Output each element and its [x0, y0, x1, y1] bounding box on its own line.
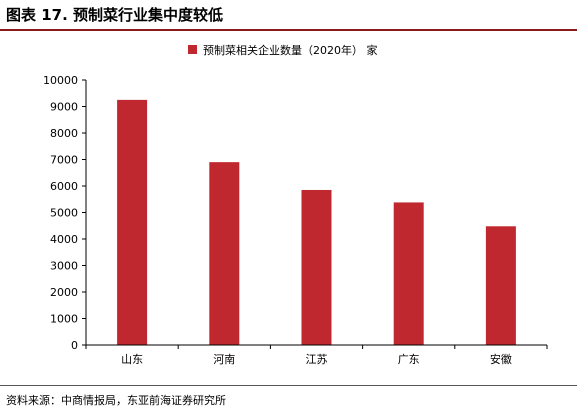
bar: [301, 189, 332, 345]
bar-chart: 预制菜相关企业数量（2020年） 家 0 1000 2000 3000 4000 5000…: [43, 43, 548, 366]
chart-legend: 预制菜相关企业数量（2020年） 家: [188, 43, 378, 57]
bar: [209, 162, 240, 345]
y-axis: 0 1000 2000 3000 4000 5000 6000 7000 8000 9000 100…: [43, 74, 87, 352]
y-tick-label: 9000: [50, 101, 78, 114]
footer-rule: [0, 385, 577, 386]
y-tick-label: 7000: [50, 154, 78, 167]
y-tick-label: 4000: [50, 233, 78, 246]
figure-title: 图表 17. 预制菜行业集中度较低: [6, 6, 224, 24]
legend-label: 预制菜相关企业数量（2020年） 家: [203, 43, 378, 57]
x-tick-label: 广东: [398, 353, 420, 366]
x-tick-label: 河南: [213, 353, 235, 366]
x-tick-label: 江苏: [306, 353, 328, 366]
bar: [117, 99, 148, 345]
x-axis: 山东 河南 江苏 广东 安徽: [85, 344, 548, 366]
legend-swatch: [188, 45, 197, 54]
y-tick-label: 2000: [50, 286, 78, 299]
bar: [485, 226, 516, 345]
x-tick-label: 安徽: [490, 352, 512, 366]
y-tick-label: 5000: [50, 207, 78, 220]
y-tick-label: 10000: [43, 74, 78, 87]
bar: [393, 202, 424, 345]
bars: [117, 99, 516, 345]
y-tick-label: 1000: [50, 313, 78, 326]
y-tick-label: 6000: [50, 180, 78, 193]
title-rule: [0, 29, 577, 31]
y-tick-label: 3000: [50, 260, 78, 273]
y-tick-label: 0: [71, 339, 78, 352]
y-tick-label: 8000: [50, 127, 78, 140]
x-tick-label: 山东: [121, 353, 143, 366]
source-note: 资料来源：中商情报局，东亚前海证券研究所: [6, 394, 226, 407]
